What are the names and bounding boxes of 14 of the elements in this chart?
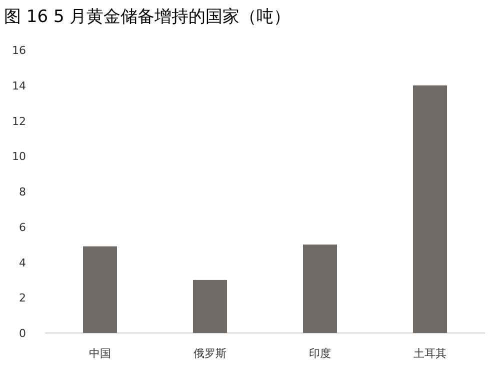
- y-tick-label: 8: [19, 186, 26, 198]
- y-tick-label: 16: [12, 44, 26, 57]
- x-tick-label: 俄罗斯: [194, 347, 226, 360]
- x-tick-label: 印度: [309, 347, 331, 360]
- y-tick-label: 2: [19, 292, 26, 305]
- y-tick-label: 6: [19, 220, 26, 234]
- y-tick-label: 4: [19, 256, 26, 270]
- x-tick-label: 土耳其: [414, 347, 446, 360]
- x-tick-label: 中国: [89, 347, 111, 360]
- title: 图 16 5 月黄金储备增持的国家（吨）: [4, 7, 291, 27]
- y-tick-label: 12: [12, 114, 26, 128]
- y-tick-label: 10: [12, 150, 26, 164]
- y-tick-label: 0: [19, 327, 26, 340]
- y-tick-label: 14: [12, 79, 26, 92]
